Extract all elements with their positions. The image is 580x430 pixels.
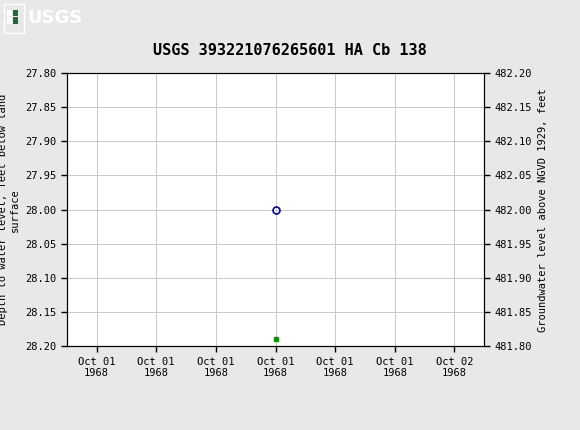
Bar [13, 17, 18, 24]
Y-axis label: Groundwater level above NGVD 1929, feet: Groundwater level above NGVD 1929, feet [538, 88, 548, 332]
Bar [13, 10, 18, 16]
Bar [7, 10, 12, 16]
Bar [7, 17, 12, 24]
Text: USGS 393221076265601 HA Cb 138: USGS 393221076265601 HA Cb 138 [153, 43, 427, 58]
Y-axis label: Depth to water level, feet below land
surface: Depth to water level, feet below land su… [0, 94, 20, 325]
Text: USGS: USGS [28, 9, 83, 27]
